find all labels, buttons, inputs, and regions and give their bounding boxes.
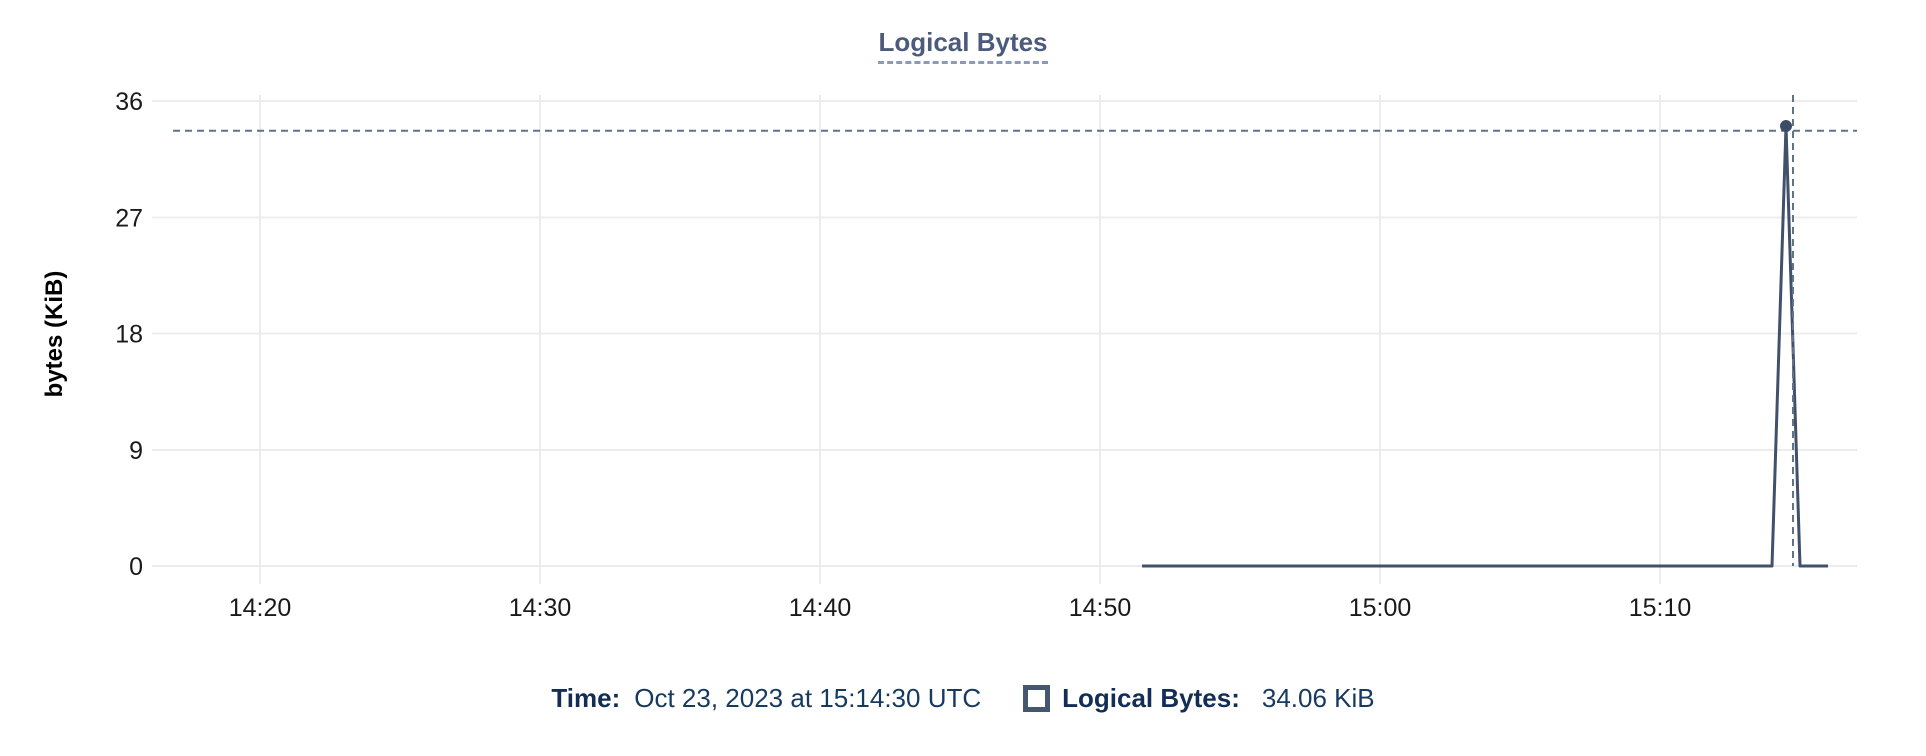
series-label: Logical Bytes: [1062, 682, 1240, 713]
series-swatch-icon [1023, 684, 1051, 712]
x-tick-label: 14:40 [789, 594, 852, 622]
x-tick-label: 15:10 [1629, 594, 1692, 622]
time-value: Oct 23, 2023 at 15:14:30 UTC [634, 682, 982, 713]
y-tick-label: 36 [115, 88, 143, 116]
time-label: Time: [551, 682, 621, 713]
chart-title-row: Logical Bytes [0, 27, 1926, 64]
y-tick-label: 0 [129, 553, 143, 581]
y-tick-label: 27 [115, 204, 143, 232]
x-tick-label: 14:50 [1069, 594, 1132, 622]
x-tick-label: 15:00 [1349, 594, 1412, 622]
x-tick-label: 14:30 [509, 594, 572, 622]
chart-title[interactable]: Logical Bytes [878, 27, 1048, 64]
line-chart[interactable]: 14:20 14:30 14:40 14:50 15:00 15:10 0 9 18 27 36 by… [0, 0, 1926, 648]
hovered-point-marker[interactable] [1780, 120, 1792, 133]
y-tick-label: 9 [129, 437, 143, 465]
y-tick-label: 18 [115, 321, 143, 349]
hover-readout: Time: Oct 23, 2023 at 15:14:30 UTC Logic… [0, 678, 1926, 718]
series-line-logical-bytes[interactable] [1142, 124, 1828, 568]
y-axis-title: bytes (KiB) [41, 271, 68, 398]
series-value: 34.06 KiB [1261, 682, 1375, 713]
x-tick-label: 14:20 [229, 594, 292, 622]
